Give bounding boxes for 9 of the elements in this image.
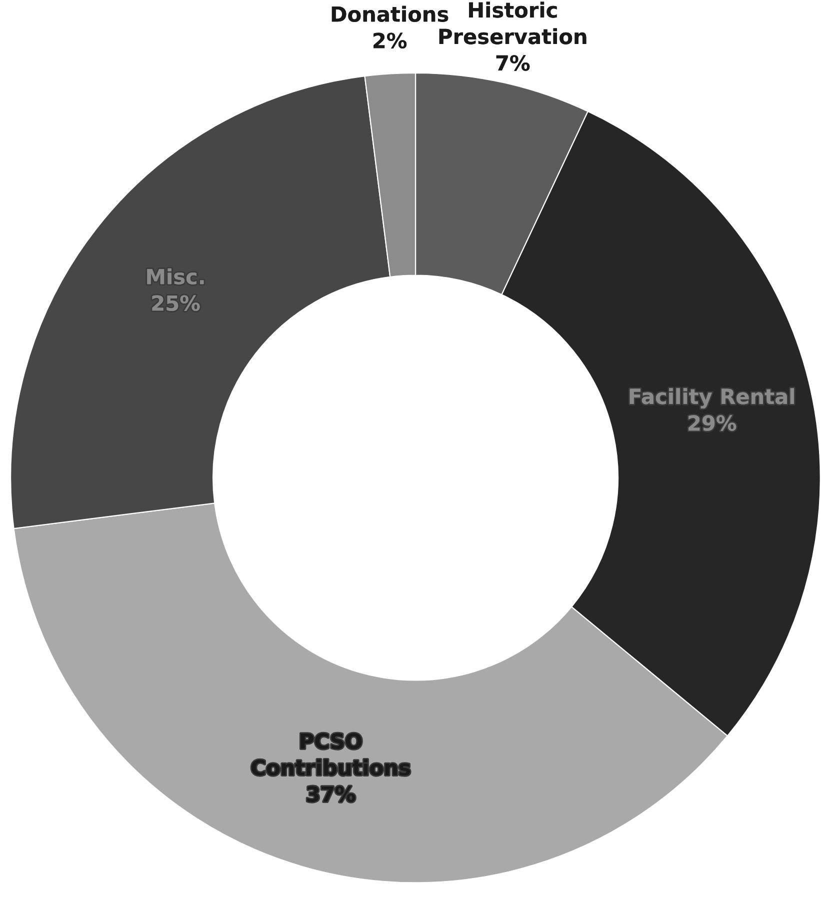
slice-label: PCSO Contributions [252, 733, 410, 776]
data-label: 2% [374, 32, 407, 48]
data-label: 29% [688, 415, 736, 431]
data-label: 7% [496, 55, 530, 71]
slice-label: Facility Rental [630, 388, 794, 408]
slice-label: Donations [332, 6, 448, 22]
data-label: 25% [152, 295, 200, 311]
data-label: 37% [307, 786, 356, 802]
slice-label: Misc. [147, 268, 204, 284]
